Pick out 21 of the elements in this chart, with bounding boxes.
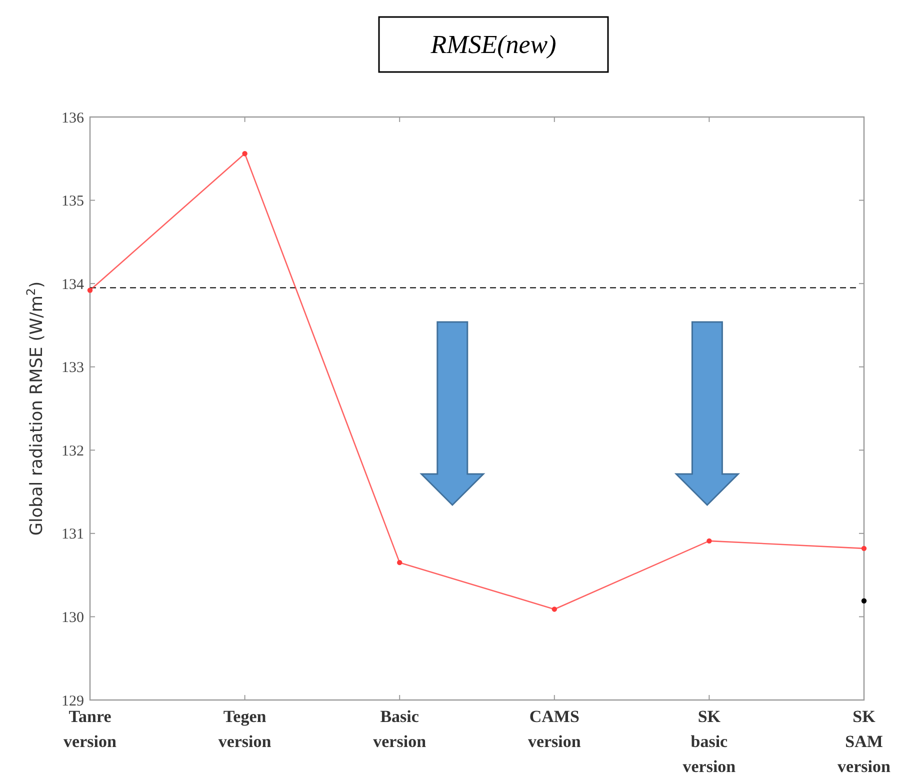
x-tick-label: Tegen version — [218, 707, 272, 751]
x-tick-label: SK SAM version — [838, 707, 891, 776]
point — [87, 288, 93, 293]
point — [706, 538, 712, 544]
y-tick-label: 129 — [62, 693, 84, 710]
y-tick-label: 136 — [62, 110, 84, 126]
y-tick-label: 130 — [62, 610, 84, 626]
chart-title: RMSE(new) — [430, 30, 556, 59]
point — [397, 560, 402, 566]
y-tick-label: 131 — [62, 526, 84, 543]
point — [552, 606, 557, 612]
y-tick-label: 132 — [62, 443, 84, 460]
y-tick-label: 133 — [62, 360, 84, 376]
point — [861, 546, 867, 552]
y-tick-label: 134 — [62, 276, 84, 293]
y-tick-label: 135 — [62, 194, 84, 210]
x-tick-label: SK basic version — [682, 707, 736, 776]
x-tick-label: CAMS version — [528, 707, 582, 751]
x-tick-label: Basic version — [373, 707, 427, 751]
x-tick-label: Tanre version — [64, 707, 117, 751]
point — [242, 151, 248, 156]
